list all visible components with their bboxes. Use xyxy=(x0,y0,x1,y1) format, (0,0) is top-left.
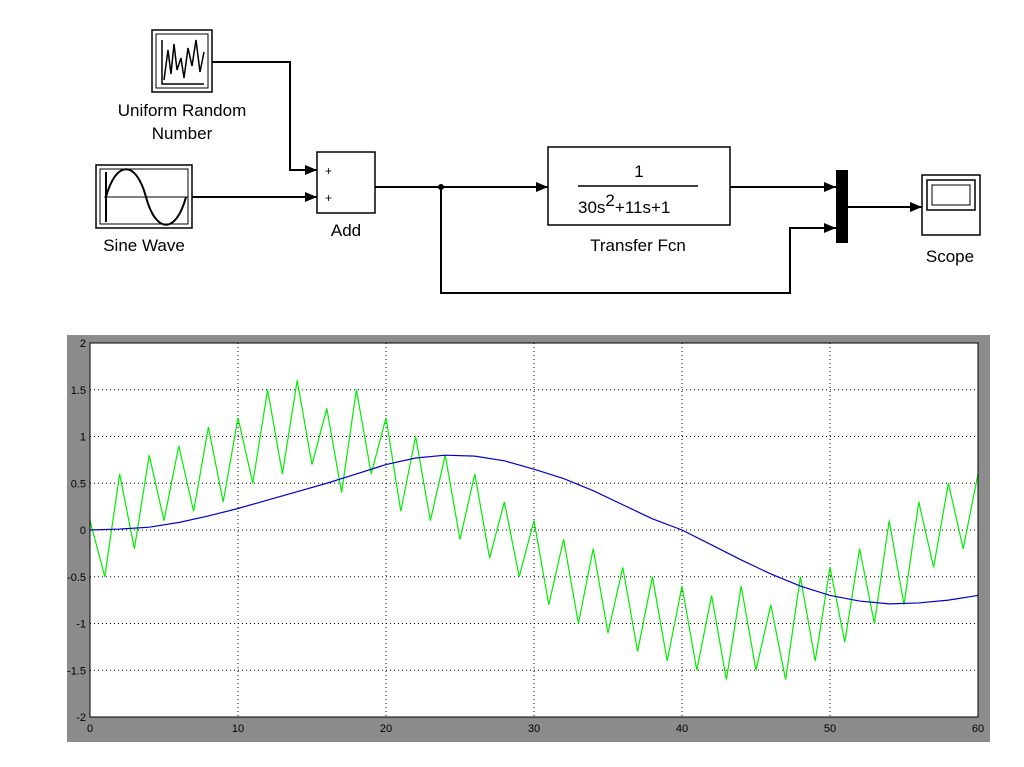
y-tick-label: -1 xyxy=(76,619,86,631)
wire xyxy=(212,61,317,175)
input-sign: + xyxy=(325,191,332,205)
x-tick-label: 50 xyxy=(824,723,836,735)
y-tick-label: -2 xyxy=(76,712,86,724)
y-tick-label: 1.5 xyxy=(71,385,86,397)
y-tick-label: 0.5 xyxy=(71,478,86,490)
add-block[interactable] xyxy=(316,151,376,214)
block-label: Add xyxy=(331,221,361,240)
block-frame xyxy=(155,33,209,89)
input-sign: + xyxy=(325,164,332,178)
block-label: Scope xyxy=(926,247,974,266)
y-tick-label: 2 xyxy=(80,338,86,350)
icon-axes xyxy=(161,40,204,85)
mux-block[interactable] xyxy=(836,170,848,243)
block-label: Uniform Random xyxy=(118,101,247,120)
denominator-term: +11s+1 xyxy=(615,198,670,217)
x-tick-label: 10 xyxy=(232,723,244,735)
denominator-term: 30s xyxy=(578,198,605,217)
x-tick-label: 20 xyxy=(380,723,392,735)
plot-border xyxy=(89,342,979,718)
x-tick-label: 30 xyxy=(528,723,540,735)
denominator: 30s2+11s+1 xyxy=(578,191,670,217)
branch-point xyxy=(438,184,444,190)
scope-plot: -2-1.5-1-0.500.511.520 10 20 30 40 50 60 xyxy=(67,335,990,742)
y-tick-label: 1 xyxy=(80,432,86,444)
icon xyxy=(105,168,187,226)
numerator: 1 xyxy=(634,162,643,181)
x-tick-label: 60 xyxy=(972,723,984,735)
x-tick-label: 0 xyxy=(87,723,93,735)
icon xyxy=(163,39,205,81)
block-label: Sine Wave xyxy=(103,236,185,255)
series-line xyxy=(89,380,979,680)
block-label: Number xyxy=(152,124,213,143)
series-line xyxy=(89,454,979,605)
y-tick-label: -0.5 xyxy=(67,572,86,584)
exponent: 2 xyxy=(605,191,614,210)
y-tick-label: -1.5 xyxy=(67,665,86,677)
x-tick-label: 40 xyxy=(676,723,688,735)
block-diagram: Uniform Random Number Sine Wave + + Add … xyxy=(95,29,981,294)
block-label: Transfer Fcn xyxy=(590,236,686,255)
y-tick-label: 0 xyxy=(80,525,86,537)
wire xyxy=(440,187,836,294)
scope-screen xyxy=(931,184,971,206)
